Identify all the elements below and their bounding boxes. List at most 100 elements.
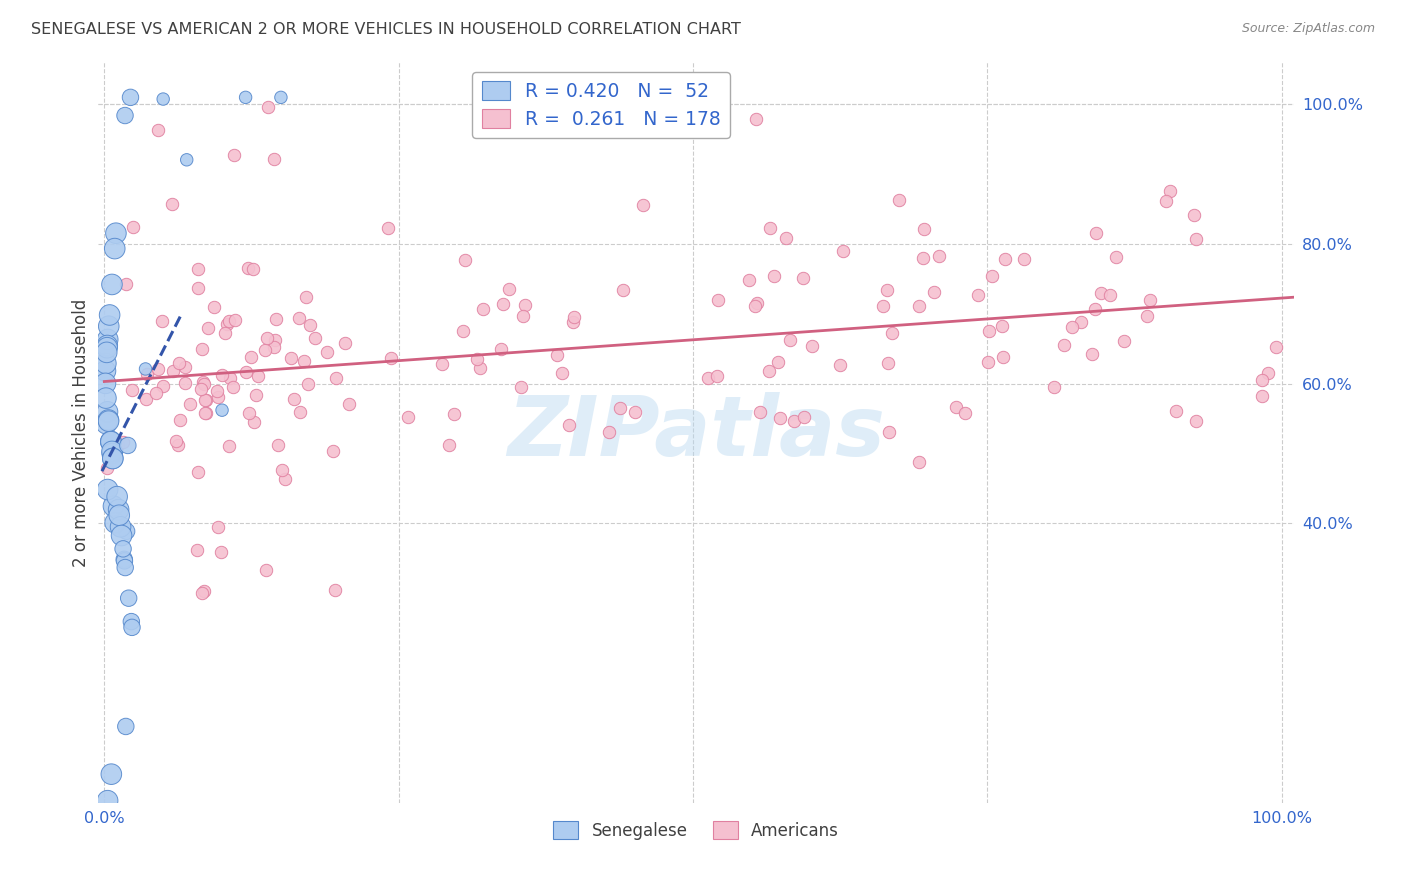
Point (706, 369, 728, 384)
Point (979, 324, 1001, 338)
Point (253, 343, 276, 357)
Point (288, 311, 311, 326)
Point (1085, 226, 1108, 240)
Point (562, 310, 585, 324)
Point (472, 301, 495, 316)
Point (263, 340, 285, 354)
Point (912, 251, 935, 265)
Point (443, 407, 465, 421)
Point (117, 438, 139, 452)
Point (745, 296, 768, 310)
Point (104, 242, 127, 256)
Point (105, 490, 128, 504)
Point (551, 367, 574, 381)
Point (115, 524, 138, 539)
Point (830, 358, 852, 372)
Point (292, 354, 315, 368)
Point (94, 391, 117, 405)
Point (492, 297, 515, 311)
Point (991, 319, 1014, 334)
Point (100, 434, 122, 449)
Y-axis label: 2 or more Vehicles in Household: 2 or more Vehicles in Household (72, 299, 90, 566)
Point (190, 382, 212, 396)
Point (1053, 338, 1076, 352)
Point (758, 364, 780, 378)
Point (193, 376, 215, 391)
Point (166, 438, 188, 452)
Point (174, 376, 197, 390)
Point (877, 425, 900, 439)
Point (112, 435, 135, 450)
Point (114, 719, 136, 733)
Point (468, 360, 491, 375)
Point (187, 262, 209, 277)
Point (612, 283, 634, 297)
Point (94, 364, 117, 378)
Point (193, 583, 215, 598)
Text: ZIPatlas: ZIPatlas (508, 392, 884, 473)
Point (134, 362, 156, 376)
Point (1090, 285, 1112, 300)
Point (1251, 373, 1274, 387)
Point (980, 268, 1002, 283)
Point (238, 261, 260, 276)
Point (908, 300, 931, 314)
Point (186, 543, 208, 558)
Point (887, 194, 910, 208)
Point (779, 333, 801, 347)
Point (114, 560, 136, 574)
Point (707, 293, 730, 307)
Point (247, 368, 270, 383)
Point (288, 405, 311, 419)
Point (97, 333, 120, 347)
Point (235, 365, 257, 379)
Point (97, 414, 120, 428)
Point (1185, 232, 1208, 246)
Point (194, 406, 217, 420)
Point (763, 268, 786, 283)
Point (112, 541, 135, 556)
Point (283, 392, 305, 406)
Point (928, 249, 950, 263)
Point (221, 380, 243, 394)
Point (1099, 287, 1122, 301)
Point (333, 335, 356, 350)
Point (97, 319, 120, 334)
Point (104, 226, 127, 240)
Point (454, 252, 477, 267)
Point (512, 309, 534, 323)
Point (396, 410, 419, 425)
Point (112, 552, 135, 566)
Point (270, 90, 292, 104)
Point (209, 545, 232, 559)
Point (489, 343, 512, 357)
Point (194, 392, 217, 407)
Point (263, 153, 285, 167)
Point (146, 362, 169, 376)
Point (254, 563, 277, 577)
Point (152, 379, 174, 393)
Point (907, 454, 929, 468)
Point (257, 100, 280, 114)
Point (769, 410, 792, 425)
Point (136, 368, 159, 382)
Point (273, 473, 295, 487)
Point (103, 499, 125, 513)
Point (107, 502, 129, 516)
Point (101, 447, 124, 461)
Point (557, 418, 579, 433)
Point (218, 439, 240, 453)
Point (1182, 208, 1205, 222)
Point (110, 520, 132, 534)
Point (465, 351, 488, 366)
Point (96, 338, 118, 352)
Point (96, 405, 118, 419)
Point (1257, 366, 1279, 380)
Point (121, 220, 143, 235)
Point (100, 767, 122, 781)
Point (114, 109, 136, 123)
Point (169, 412, 191, 426)
Point (96, 461, 118, 475)
Point (876, 356, 898, 370)
Point (697, 370, 720, 384)
